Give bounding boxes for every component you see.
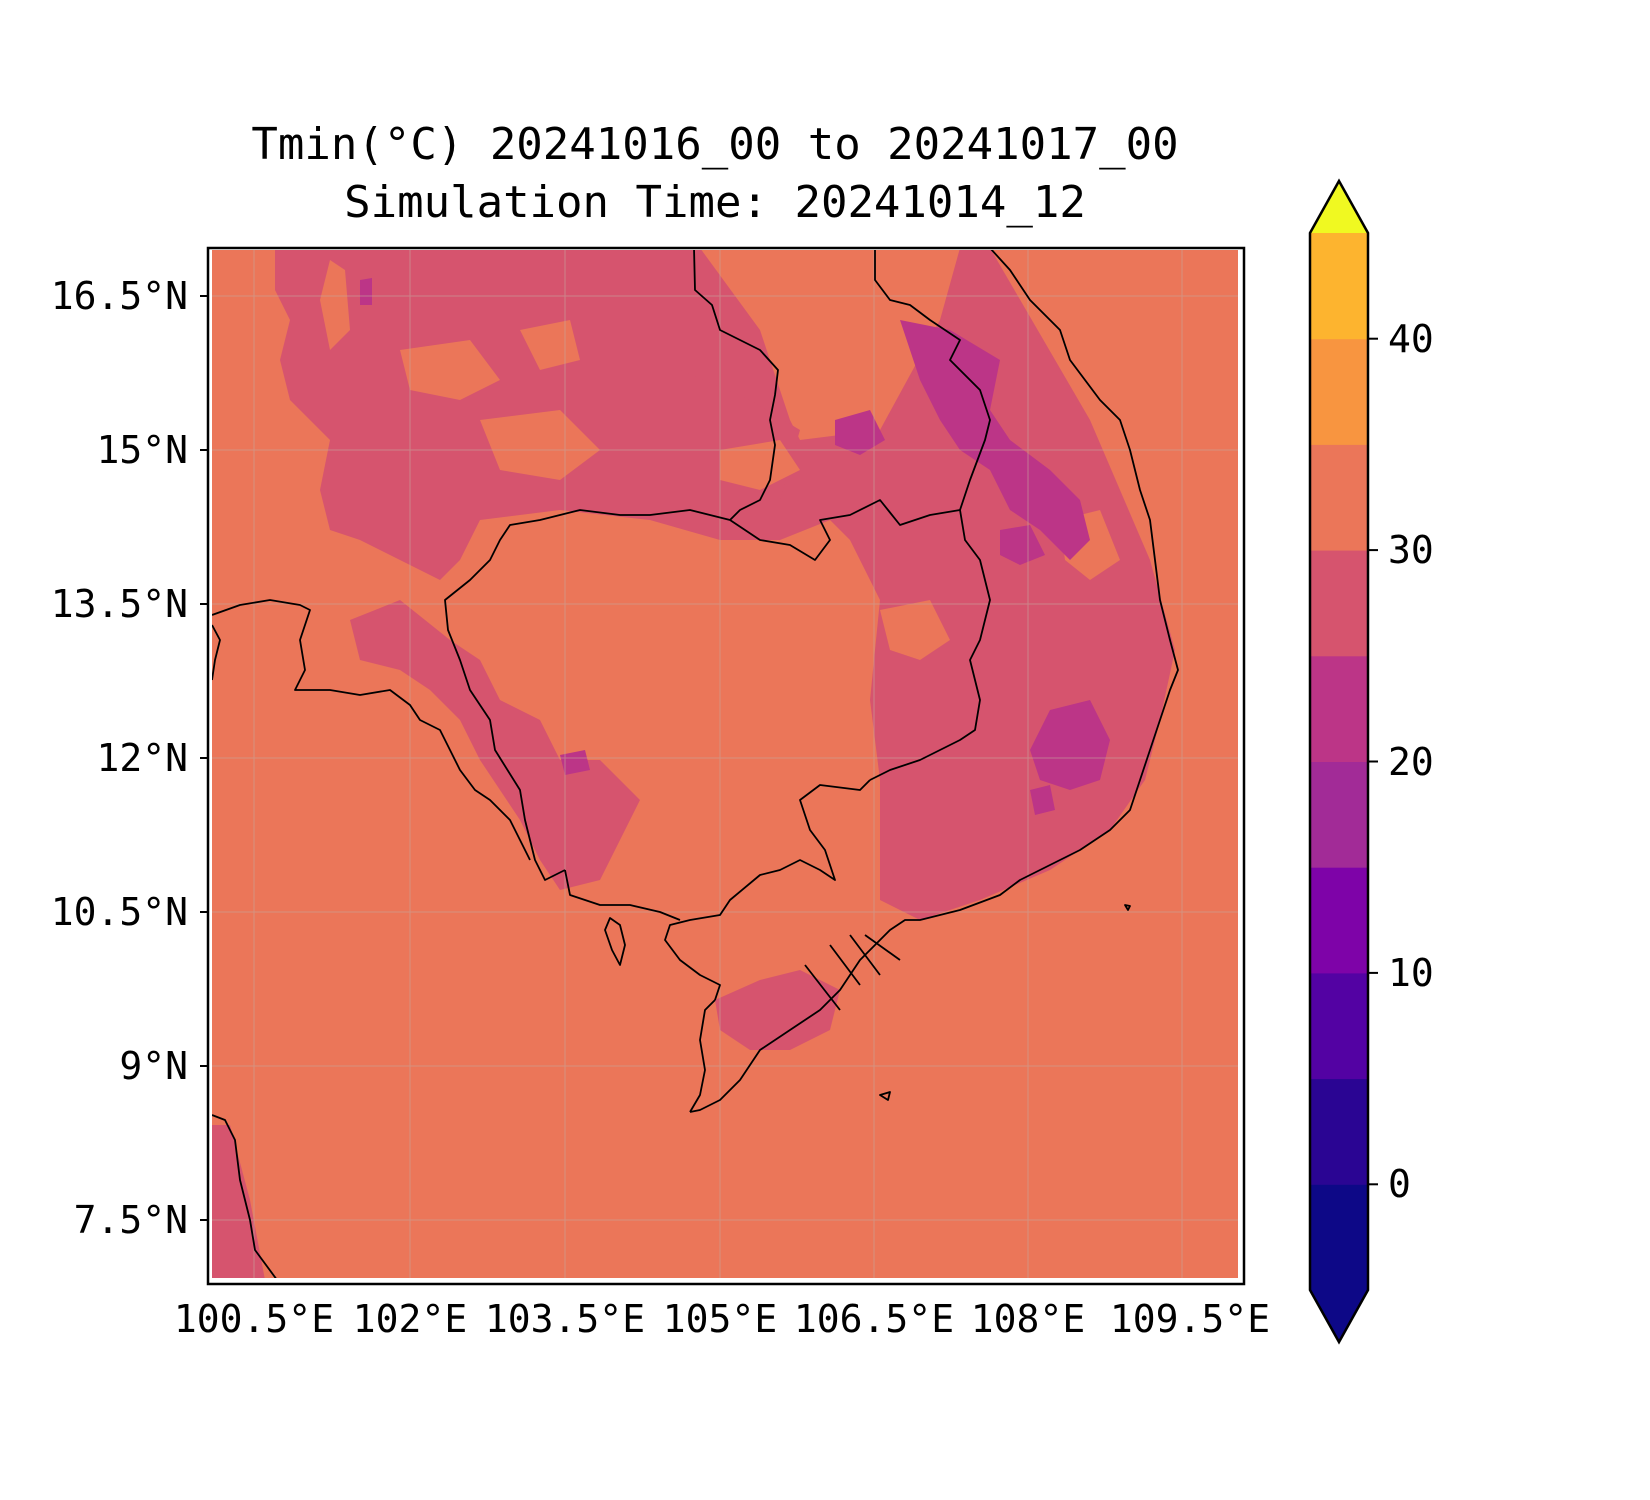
lat-tick-label: 13.5°N bbox=[50, 582, 188, 626]
lat-tick-label: 16.5°N bbox=[50, 274, 188, 318]
highland-region-small-2 bbox=[1000, 525, 1045, 565]
colorbar-segment bbox=[1310, 1184, 1368, 1291]
map-panel[interactable] bbox=[208, 248, 1244, 1284]
lon-tick-label: 102°E bbox=[352, 1297, 468, 1341]
lat-tick-label: 12°N bbox=[96, 736, 188, 780]
colorbar-tick-label: 10 bbox=[1388, 950, 1434, 995]
axis-ticks bbox=[200, 295, 208, 1221]
highland-region-small-3 bbox=[1030, 785, 1055, 815]
island-small-2 bbox=[1124, 904, 1131, 911]
border-cambodia-laos bbox=[729, 499, 961, 561]
island-phu-quoc bbox=[604, 917, 626, 966]
colorbar-tick-label: 0 bbox=[1388, 1162, 1411, 1207]
mekong-delta-channels bbox=[804, 934, 901, 1011]
highland-region-small-1 bbox=[835, 410, 885, 455]
highland-region-north bbox=[900, 320, 1090, 560]
coastline-cambodia-gulf bbox=[564, 869, 681, 921]
coastline-vietnam bbox=[689, 250, 1179, 1113]
colorbar-segment bbox=[1310, 761, 1368, 868]
chart-title: Tmin(°C) 20241016_00 to 20241017_00 bbox=[251, 119, 1179, 170]
coastline-thailand-gulf bbox=[212, 599, 531, 861]
island-small-1 bbox=[879, 1091, 891, 1101]
colorbar-segment bbox=[1310, 1078, 1368, 1185]
colorbar-extend-min bbox=[1310, 1290, 1368, 1342]
lon-tick-label: 108°E bbox=[970, 1297, 1086, 1341]
lon-tick-label: 100.5°E bbox=[173, 1297, 335, 1341]
highland-region-central bbox=[1030, 700, 1110, 790]
lon-tick-label: 109.5°E bbox=[1109, 1297, 1271, 1341]
temperature-region-southwest-strip bbox=[212, 1125, 265, 1278]
colorbar-segment bbox=[1310, 550, 1368, 657]
colorbar-segment bbox=[1310, 338, 1368, 445]
border-laos-vietnam bbox=[693, 250, 779, 521]
warm-patch-2 bbox=[400, 340, 500, 400]
coastline-west-edge bbox=[212, 624, 221, 681]
map-frame bbox=[206, 246, 1246, 1286]
warm-patch-5 bbox=[720, 440, 800, 490]
border-laos-vietnam-east bbox=[869, 250, 991, 781]
colorbar-tick-label: 20 bbox=[1388, 739, 1434, 784]
colorbar-outline bbox=[1308, 178, 1370, 1345]
colorbar-segment bbox=[1310, 655, 1368, 762]
lon-tick-label: 105°E bbox=[662, 1297, 778, 1341]
lat-tick-label: 10.5°N bbox=[50, 890, 188, 934]
colorbar-segment bbox=[1310, 867, 1368, 974]
lon-tick-label: 106.5°E bbox=[793, 1297, 955, 1341]
gridlines bbox=[212, 250, 1238, 1278]
colorbar bbox=[1308, 178, 1378, 1345]
colorbar-extend-max bbox=[1310, 181, 1368, 233]
chart-subtitle: Simulation Time: 20241014_12 bbox=[344, 177, 1086, 228]
coastlines-borders bbox=[212, 250, 1179, 1278]
colorbar-segment bbox=[1310, 972, 1368, 1080]
coastline-mekong-west bbox=[689, 999, 716, 1113]
colorbar-tick-label: 40 bbox=[1388, 316, 1434, 361]
highland-region-small-5 bbox=[360, 278, 372, 305]
lat-tick-label: 7.5°N bbox=[73, 1198, 188, 1242]
warm-patch-1 bbox=[320, 260, 350, 350]
border-thailand-cambodia bbox=[444, 509, 731, 881]
colorbar-segment bbox=[1310, 444, 1368, 551]
coastline-malay-peninsula bbox=[212, 1114, 277, 1278]
warm-patch-6 bbox=[880, 600, 950, 660]
lat-tick-label: 15°N bbox=[96, 428, 188, 472]
colorbar-tick-label: 30 bbox=[1388, 528, 1434, 573]
border-cambodia-vietnam bbox=[664, 779, 871, 1001]
lon-tick-label: 103.5°E bbox=[484, 1297, 646, 1341]
highland-region-small-4 bbox=[560, 750, 590, 775]
lat-tick-label: 9°N bbox=[119, 1044, 188, 1088]
temperature-region-mekong-delta bbox=[715, 970, 840, 1050]
colorbar-segment bbox=[1310, 233, 1368, 340]
warm-patch-3 bbox=[480, 410, 600, 480]
